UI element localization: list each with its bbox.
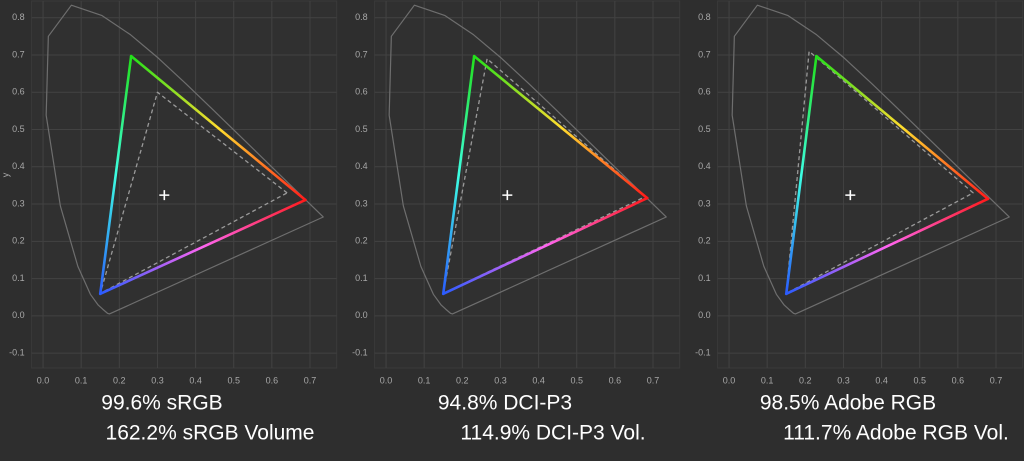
y-tick-label: 0.3 [698,198,711,208]
spectral-locus [45,4,324,315]
y-tick-label: 0.7 [12,49,25,59]
measured-gamut-edge [98,54,133,296]
y-tick-label: 0.1 [698,273,711,283]
x-tick-label: 0.5 [227,375,240,385]
y-tick-label: 0.0 [12,310,25,320]
x-tick-label: 0.0 [723,375,736,385]
y-tick-label: 0.0 [698,310,711,320]
x-tick-label: 0.1 [418,375,431,385]
x-tick-label: 0.4 [532,375,545,385]
x-tick-label: 0.7 [990,375,1003,385]
y-tick-label: 0.8 [355,12,368,22]
y-tick-label: 0.2 [698,236,711,246]
coverage-label: 162.2% sRGB Volume [106,422,315,445]
y-tick-label: 0.6 [698,87,711,97]
spectral-locus [731,4,1010,315]
coverage-label: 99.6% sRGB [101,392,222,415]
y-tick-label: 0.5 [355,124,368,134]
x-tick-label: 0.5 [913,375,926,385]
x-tick-label: 0.5 [570,375,583,385]
y-tick-label: 0.2 [355,236,368,246]
measured-gamut-edge [784,197,990,296]
coverage-label: 114.9% DCI-P3 Vol. [460,422,645,445]
spectral-locus [388,4,667,315]
y-axis-label: y [0,172,10,177]
y-tick-label: 0.5 [12,124,25,134]
y-tick-label: -0.1 [9,347,25,357]
x-tick-label: 0.6 [952,375,965,385]
x-tick-label: 0.0 [380,375,393,385]
white-point [159,190,170,201]
y-tick-label: 0.4 [698,161,711,171]
x-tick-label: 0.3 [494,375,507,385]
measured-gamut-edge [129,54,307,202]
measured-gamut-edge [815,54,990,201]
reference-gamut [99,91,288,295]
plot-area [717,0,1024,369]
plot-area [31,0,338,369]
x-tick-label: 0.3 [837,375,850,385]
y-tick-label: 0.6 [12,87,25,97]
x-tick-label: 0.2 [799,375,812,385]
y-tick-label: 0.4 [355,161,368,171]
x-tick-label: 0.7 [304,375,317,385]
y-tick-label: 0.3 [12,198,25,208]
y-tick-label: -0.1 [695,347,711,357]
x-tick-label: 0.1 [761,375,774,385]
y-tick-label: 0.1 [12,273,25,283]
plot-area [374,0,681,369]
y-tick-label: 0.4 [12,161,25,171]
y-tick-label: 0.7 [698,49,711,59]
y-tick-label: 0.2 [12,236,25,246]
y-tick-label: 0.6 [355,87,368,97]
y-tick-label: 0.1 [355,273,368,283]
x-tick-label: 0.3 [151,375,164,385]
y-tick-label: 0.3 [355,198,368,208]
coverage-label: 94.8% DCI-P3 [438,392,572,415]
measured-gamut-edge [472,54,649,200]
x-tick-label: 0.2 [113,375,126,385]
measured-gamut-edge [98,198,307,296]
measured-gamut-edge [784,54,818,296]
coverage-label: 98.5% Adobe RGB [760,392,936,415]
x-tick-label: 0.7 [647,375,660,385]
coverage-label: 111.7% Adobe RGB Vol. [783,422,1009,445]
y-tick-label: 0.8 [12,12,25,22]
reference-gamut [785,50,974,295]
white-point [845,190,856,201]
x-tick-label: 0.6 [609,375,622,385]
y-tick-label: -0.1 [352,347,368,357]
x-tick-label: 0.0 [37,375,50,385]
y-tick-label: 0.7 [355,49,368,59]
y-tick-label: 0.8 [698,12,711,22]
y-tick-label: 0.0 [355,310,368,320]
x-tick-label: 0.4 [189,375,202,385]
x-tick-label: 0.1 [75,375,88,385]
x-tick-label: 0.6 [266,375,279,385]
measured-gamut-edge [441,54,476,296]
y-tick-label: 0.5 [698,124,711,134]
x-tick-label: 0.2 [456,375,469,385]
white-point [502,190,513,201]
x-tick-label: 0.4 [875,375,888,385]
measured-gamut-edge [441,196,649,296]
